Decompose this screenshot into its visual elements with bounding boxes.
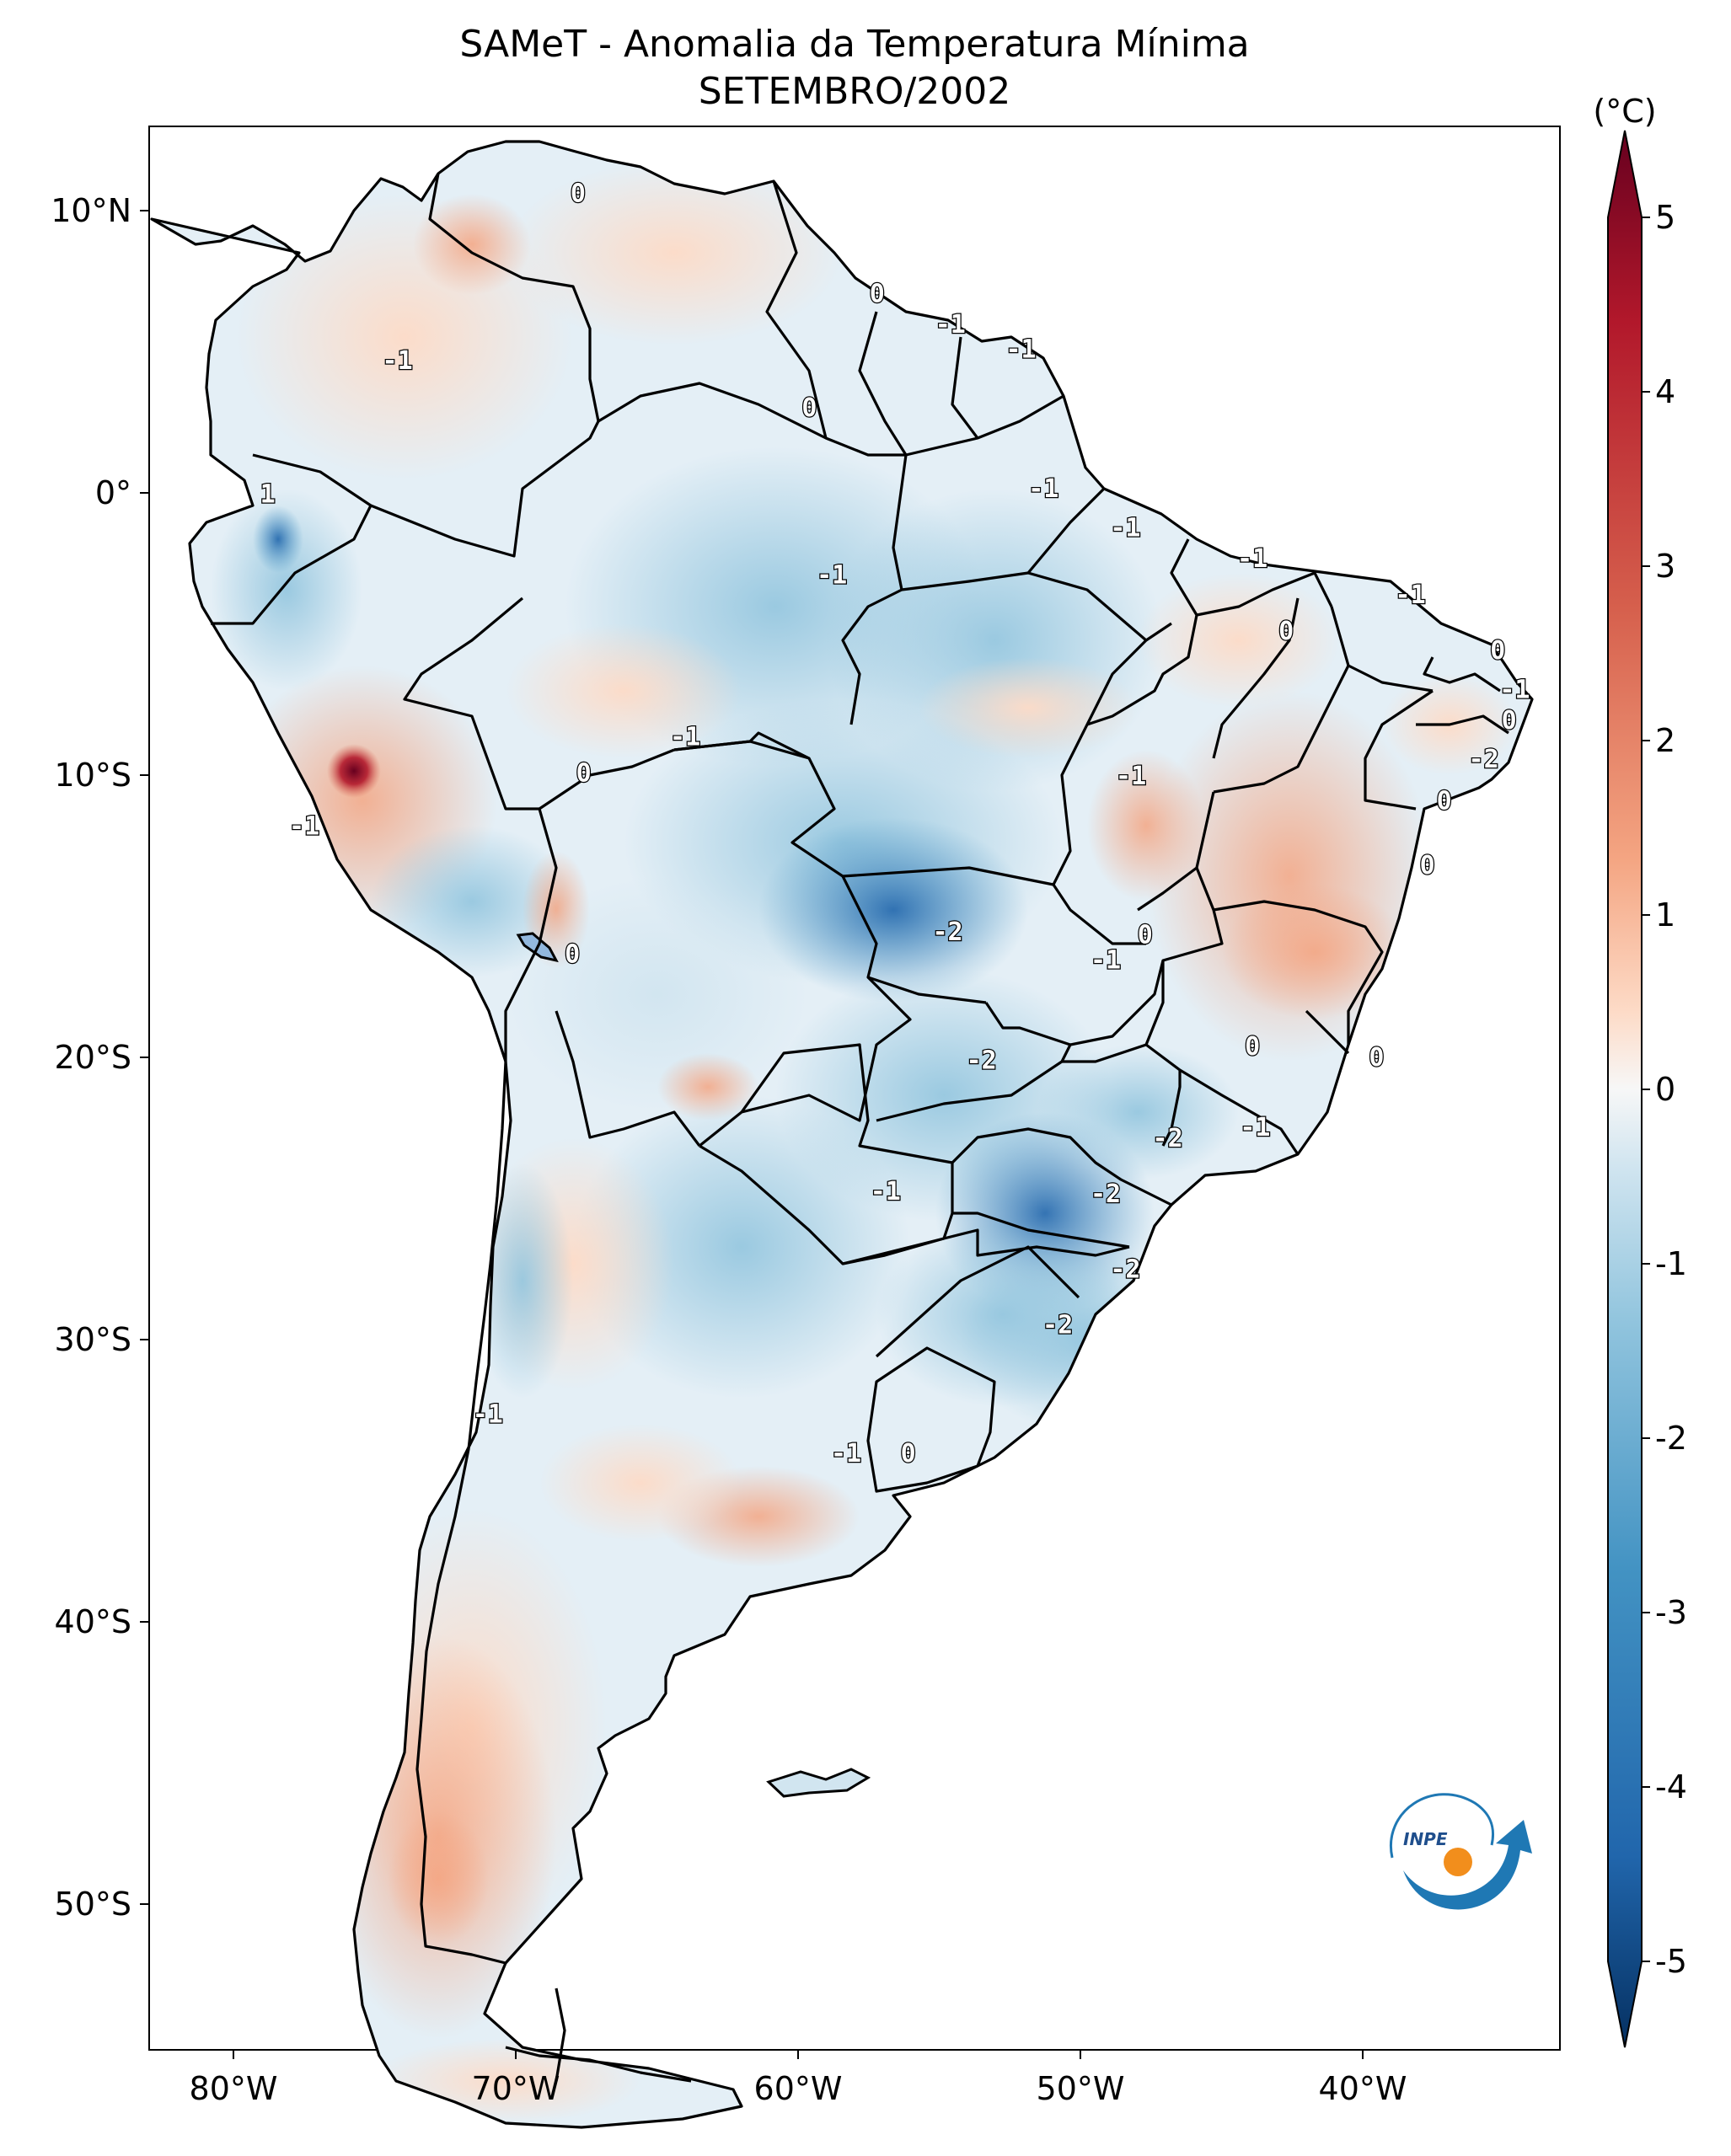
contour-label: -1 <box>871 1177 901 1206</box>
contour-label: -1 <box>1396 580 1426 610</box>
colorbar-tick-label: 2 <box>1655 722 1675 759</box>
contour-label: 0 <box>1420 851 1435 880</box>
contour-label: 0 <box>1138 921 1153 950</box>
contour-label: 0 <box>1490 636 1505 666</box>
colorbar: (°C) 5 4 3 2 1 0 -1 -2 -3 -4 -5 <box>1593 93 1687 2048</box>
logo-swoosh-icon <box>1390 1793 1495 1859</box>
contour-label: -2 <box>932 918 962 947</box>
inpe-logo: INPE <box>1390 1793 1532 1910</box>
logo-arrow-icon <box>1403 1820 1532 1910</box>
colorbar-tick-label: 5 <box>1655 199 1675 236</box>
logo-text: INPE <box>1403 1829 1448 1849</box>
lon-tick-label: 70°W <box>472 2070 560 2107</box>
colorbar-bar <box>1607 130 1643 2048</box>
contour-label: -1 <box>1240 1113 1270 1142</box>
contour-label: -1 <box>1110 514 1140 543</box>
map-subtitle: SETEMBRO/2002 <box>699 70 1011 113</box>
colorbar-tick-label: -4 <box>1655 1768 1687 1806</box>
temperature-anomaly-field <box>152 142 1532 2127</box>
contour-label: 0 <box>1502 706 1517 736</box>
contour-label: 0 <box>1369 1043 1384 1073</box>
contour-label: 0 <box>1245 1032 1260 1062</box>
lat-tick-label: 20°S <box>55 1039 131 1076</box>
contour-label: -1 <box>473 1400 503 1430</box>
contour-label: 0 <box>1437 787 1452 816</box>
colorbar-tick-label: -3 <box>1655 1594 1687 1631</box>
lon-axis: 80°W 70°W 60°W 50°W 40°W <box>190 2050 1407 2107</box>
contour-label: 0 <box>571 179 586 208</box>
contour-label: -2 <box>1110 1255 1140 1285</box>
contour-label: 0 <box>565 940 580 970</box>
colorbar-tick-label: 4 <box>1655 373 1675 410</box>
lat-tick-label: 10°N <box>51 192 131 229</box>
lon-tick-label: 80°W <box>190 2070 278 2107</box>
contour-label: -1 <box>1116 762 1146 791</box>
lat-tick-label: 10°S <box>55 757 131 794</box>
contour-label: -2 <box>1091 1180 1121 1209</box>
colorbar-unit: (°C) <box>1593 93 1656 130</box>
contour-label: 0 <box>1278 617 1294 646</box>
contour-label: 0 <box>870 280 885 309</box>
lat-tick-label: 30°S <box>55 1321 131 1358</box>
contour-label: 0 <box>576 759 592 789</box>
colorbar-tick-label: 3 <box>1655 548 1675 585</box>
contour-label: -2 <box>1469 745 1499 774</box>
contour-label: -1 <box>1028 474 1058 504</box>
contour-label: 0 <box>801 393 817 423</box>
political-borders <box>150 140 1534 2129</box>
contour-label: 0 <box>901 1439 916 1469</box>
colorbar-tick-label: 1 <box>1655 896 1675 934</box>
contour-label: -1 <box>1237 544 1267 574</box>
contour-label: -1 <box>817 561 847 591</box>
contour-label: -2 <box>967 1046 997 1075</box>
lat-tick-label: 40°S <box>55 1603 131 1640</box>
contour-label: -2 <box>1153 1124 1183 1153</box>
contour-label: -1 <box>1005 335 1036 365</box>
lon-tick-label: 60°W <box>754 2070 843 2107</box>
logo-sun-icon <box>1444 1848 1472 1876</box>
lat-tick-label: 0° <box>95 474 131 511</box>
contour-label: -1 <box>670 723 700 752</box>
colorbar-tick-label: -5 <box>1655 1943 1687 1980</box>
contour-label: -1 <box>831 1439 861 1469</box>
colorbar-tick-label: -2 <box>1655 1420 1687 1457</box>
contour-label: -1 <box>383 346 413 376</box>
contour-label: -1 <box>935 310 966 340</box>
contour-label: -1 <box>289 812 319 842</box>
lat-tick-label: 50°S <box>55 1886 131 1923</box>
contour-label: 1 <box>260 480 276 510</box>
lon-tick-label: 50°W <box>1037 2070 1125 2107</box>
lon-tick-label: 40°W <box>1319 2070 1407 2107</box>
contour-labels: 00-1-1-10-11-1-1-1-100-10-2-100-1-10-2 0-… <box>259 178 1530 1469</box>
map-title: SAMeT - Anomalia da Temperatura Mínima <box>459 23 1249 66</box>
contour-label: -1 <box>1091 945 1121 975</box>
contour-label: -2 <box>1042 1311 1073 1340</box>
colorbar-tick-label: 0 <box>1655 1071 1675 1108</box>
colorbar-tick-label: -1 <box>1655 1245 1687 1282</box>
lat-axis: 10°N 0° 10°S 20°S 30°S 40°S 50°S <box>51 192 149 1923</box>
contour-label: -1 <box>1499 675 1530 704</box>
falkland-islands <box>766 1768 871 1798</box>
